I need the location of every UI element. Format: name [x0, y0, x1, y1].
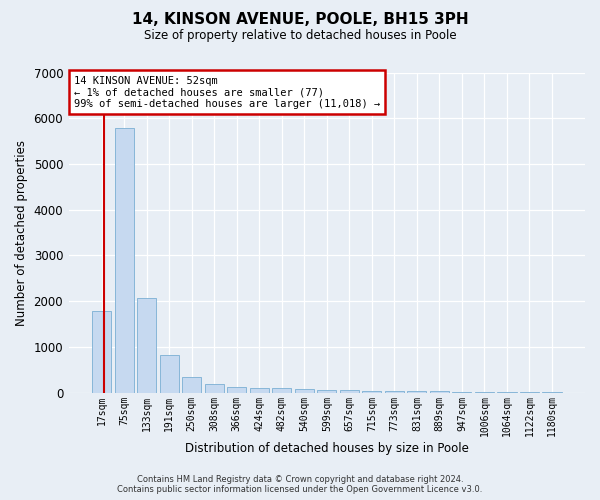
Bar [362, 390, 382, 392]
Bar [227, 387, 247, 392]
Bar [182, 377, 202, 392]
Text: 14 KINSON AVENUE: 52sqm
← 1% of detached houses are smaller (77)
99% of semi-det: 14 KINSON AVENUE: 52sqm ← 1% of detached… [74, 76, 380, 109]
Bar [385, 391, 404, 392]
Text: 14, KINSON AVENUE, POOLE, BH15 3PH: 14, KINSON AVENUE, POOLE, BH15 3PH [131, 12, 469, 27]
Text: Contains HM Land Registry data © Crown copyright and database right 2024.
Contai: Contains HM Land Registry data © Crown c… [118, 474, 482, 494]
Y-axis label: Number of detached properties: Number of detached properties [15, 140, 28, 326]
Bar [92, 311, 112, 392]
Bar [115, 128, 134, 392]
Bar [160, 355, 179, 393]
X-axis label: Distribution of detached houses by size in Poole: Distribution of detached houses by size … [185, 442, 469, 455]
Bar [272, 388, 292, 392]
Bar [295, 390, 314, 392]
Bar [340, 390, 359, 392]
Bar [317, 390, 337, 392]
Bar [407, 391, 427, 392]
Text: Size of property relative to detached houses in Poole: Size of property relative to detached ho… [143, 29, 457, 42]
Bar [137, 298, 157, 392]
Bar [205, 384, 224, 392]
Bar [250, 388, 269, 392]
